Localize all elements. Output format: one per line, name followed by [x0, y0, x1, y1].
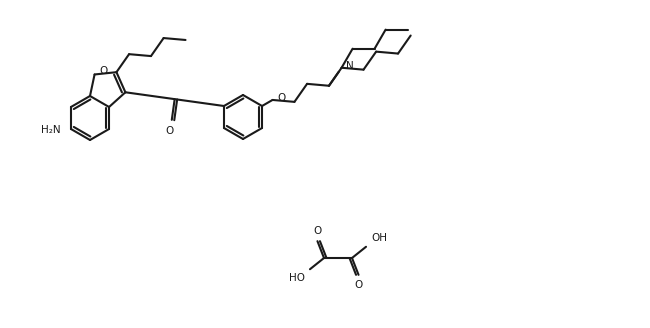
Text: O: O [354, 280, 363, 290]
Text: H₂N: H₂N [42, 125, 61, 135]
Text: O: O [278, 93, 286, 103]
Text: O: O [99, 67, 108, 76]
Text: N: N [346, 61, 354, 71]
Text: O: O [166, 126, 174, 136]
Text: OH: OH [371, 233, 387, 243]
Text: HO: HO [289, 273, 305, 283]
Text: O: O [313, 226, 322, 236]
